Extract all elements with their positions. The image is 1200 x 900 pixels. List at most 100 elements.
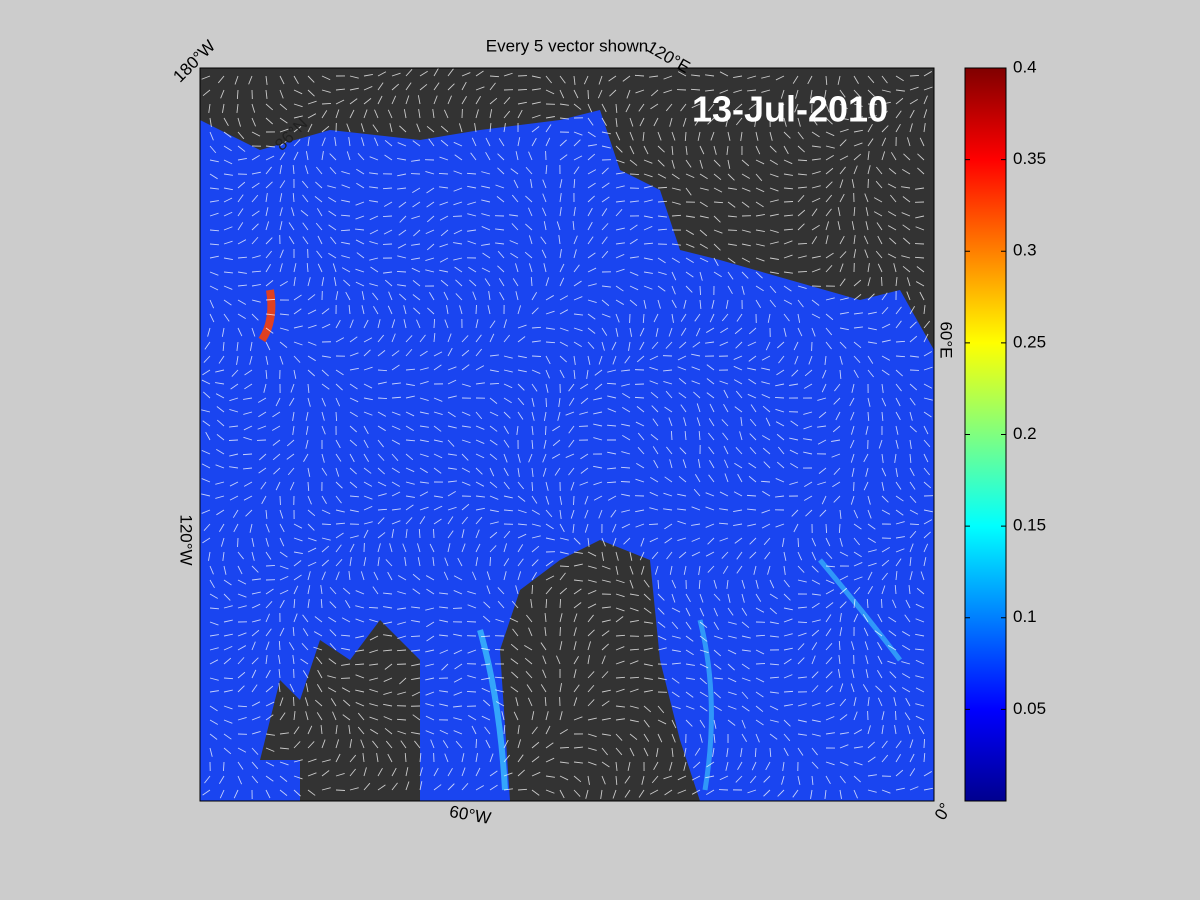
vector	[707, 537, 715, 545]
vector	[251, 603, 261, 609]
vector	[335, 99, 345, 105]
vector	[411, 619, 421, 623]
vector	[915, 687, 925, 693]
vector	[229, 495, 239, 501]
vector	[853, 103, 863, 107]
vector	[895, 467, 898, 477]
vector	[397, 187, 407, 190]
vector	[755, 677, 765, 683]
vector	[587, 221, 593, 231]
vector	[615, 551, 619, 561]
vector	[433, 439, 443, 443]
vector	[887, 211, 897, 217]
vector	[321, 523, 332, 526]
vector	[811, 579, 821, 585]
vector	[601, 537, 606, 547]
vector	[261, 495, 267, 505]
vector	[484, 726, 491, 735]
vector	[685, 257, 694, 264]
vector	[761, 509, 771, 514]
vector	[615, 209, 623, 217]
vector	[321, 369, 329, 377]
vector	[760, 480, 771, 483]
vector	[433, 784, 442, 791]
vector	[629, 224, 638, 231]
vector	[761, 393, 771, 399]
vector	[877, 697, 883, 707]
vector	[531, 545, 540, 553]
vector	[209, 634, 219, 637]
vector	[237, 256, 248, 259]
vector	[405, 767, 409, 777]
vector	[853, 697, 857, 707]
vector	[789, 449, 799, 455]
vector	[778, 103, 785, 112]
vector	[237, 222, 244, 231]
vector	[825, 167, 834, 175]
vector	[811, 117, 818, 126]
vector	[705, 551, 715, 557]
vector	[427, 307, 435, 315]
vector	[639, 341, 645, 351]
vector	[615, 313, 620, 323]
vector	[517, 324, 527, 329]
vector	[923, 467, 931, 476]
vector	[634, 396, 645, 399]
vector	[601, 208, 608, 217]
vector	[517, 355, 527, 359]
vector	[579, 481, 589, 486]
vector	[300, 210, 309, 217]
vector	[629, 285, 639, 291]
vector	[354, 663, 365, 666]
vector	[762, 447, 771, 455]
vector	[545, 711, 549, 721]
vector	[825, 702, 835, 707]
vector	[811, 208, 818, 217]
vector	[825, 523, 828, 534]
vector	[593, 411, 603, 415]
vector	[370, 266, 379, 273]
vector	[699, 243, 709, 249]
vector	[251, 103, 256, 113]
vector	[601, 733, 611, 736]
vector	[664, 537, 673, 544]
vector	[573, 313, 583, 316]
vector	[573, 369, 576, 379]
vector	[693, 391, 701, 399]
vector	[304, 165, 309, 175]
vector	[839, 775, 846, 784]
vector	[867, 263, 870, 273]
vector	[601, 761, 610, 768]
vector	[636, 406, 645, 413]
vector	[363, 73, 373, 77]
vector	[615, 705, 625, 708]
vector	[727, 677, 737, 683]
vector	[201, 463, 211, 469]
vector	[881, 572, 888, 581]
vector	[383, 716, 393, 721]
vector	[839, 537, 843, 547]
vector	[237, 313, 246, 320]
vector	[622, 407, 631, 413]
vector	[287, 467, 295, 476]
vector	[307, 309, 317, 315]
vector	[396, 649, 407, 652]
vector	[881, 110, 888, 119]
vector	[629, 299, 638, 307]
vector	[825, 252, 834, 259]
vector	[540, 642, 547, 651]
vector	[229, 466, 239, 469]
vector	[559, 327, 569, 332]
vector	[558, 397, 561, 407]
vector	[783, 299, 793, 305]
vector	[825, 551, 833, 560]
vector	[433, 68, 439, 77]
vector	[699, 229, 708, 237]
vector	[377, 467, 385, 475]
vector	[690, 88, 701, 91]
vector	[503, 453, 508, 463]
vector	[349, 481, 358, 489]
vector	[719, 508, 729, 511]
vector	[713, 257, 719, 267]
vector	[363, 439, 369, 449]
